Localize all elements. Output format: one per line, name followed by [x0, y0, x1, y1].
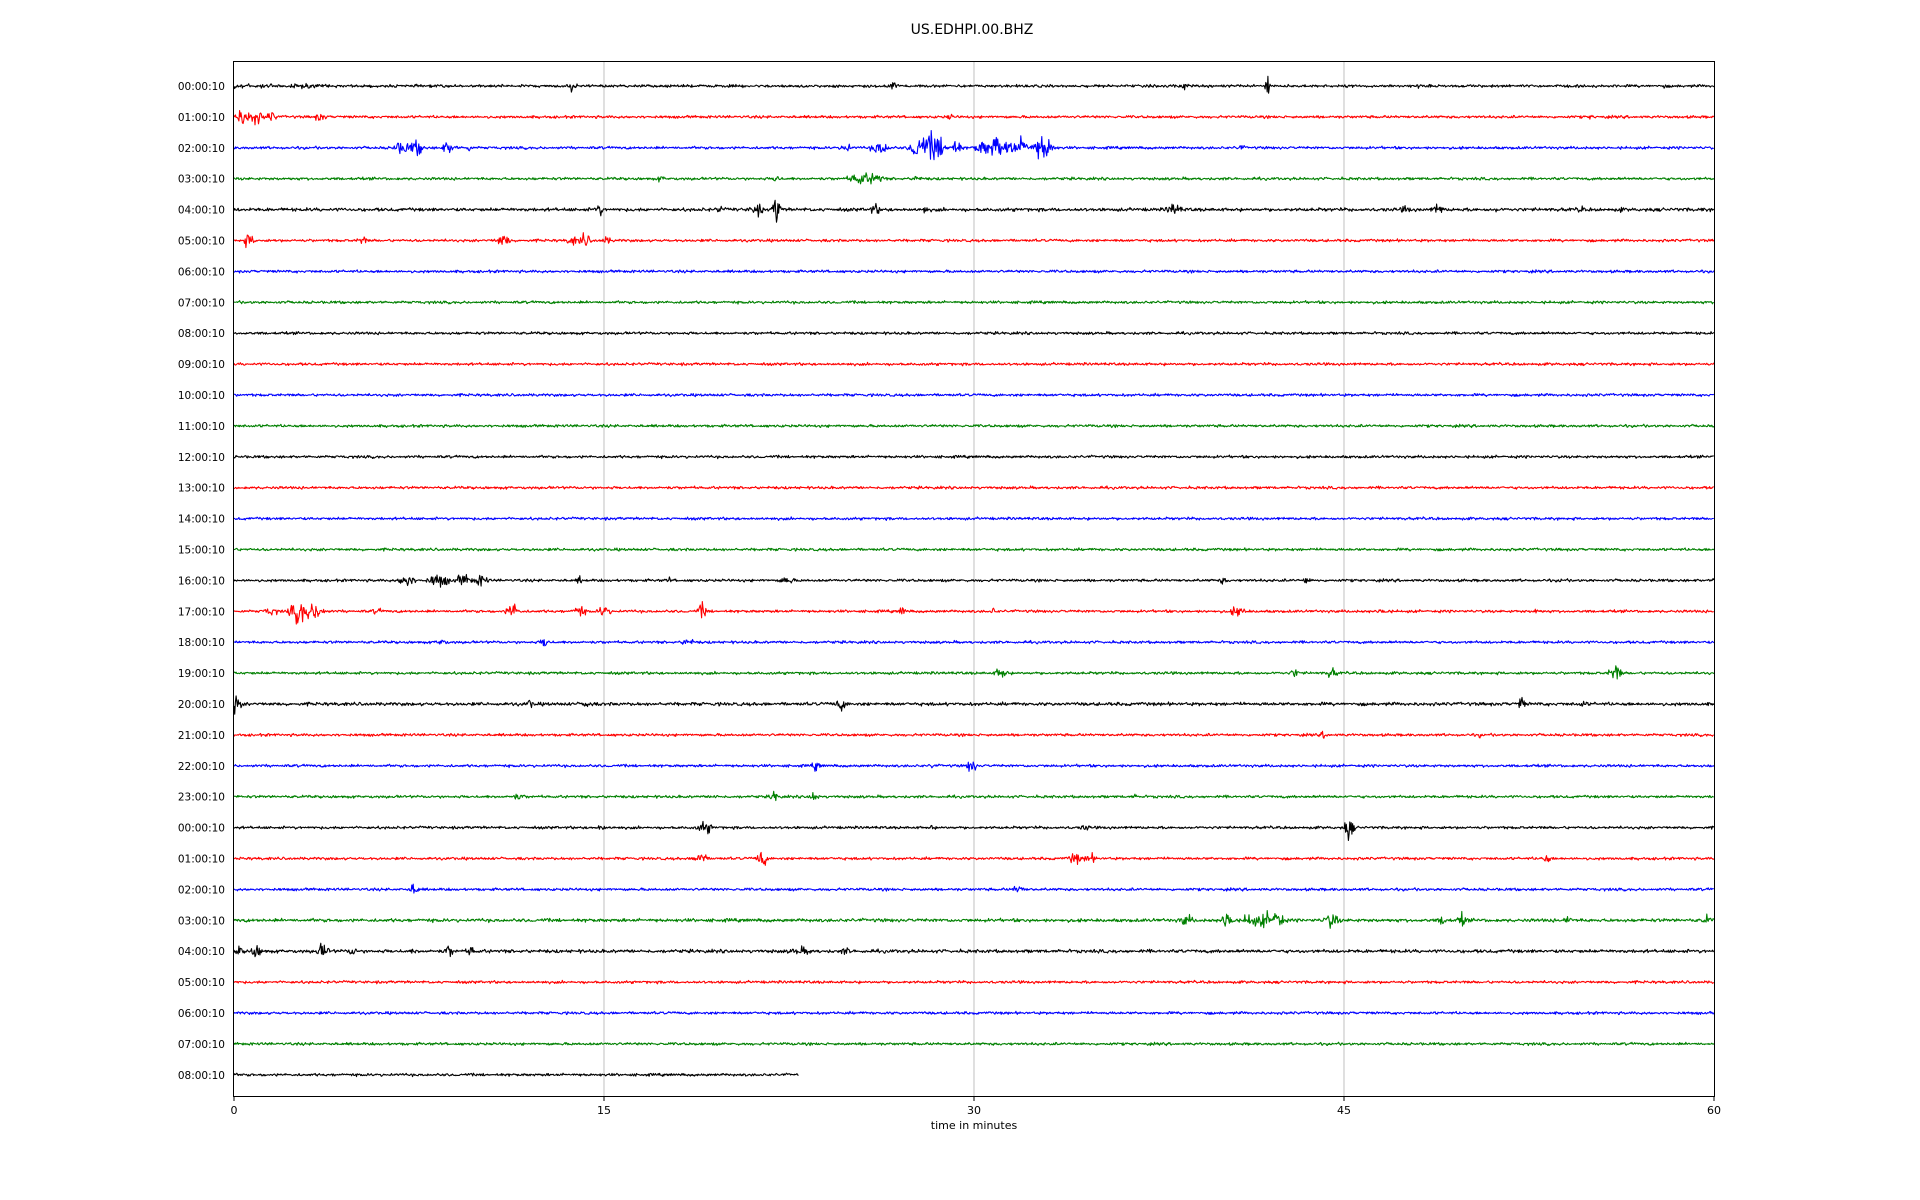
row-label-30: 06:00:10: [178, 1008, 225, 1020]
row-label-3: 03:00:10: [178, 174, 225, 186]
trace-row-7: [233, 300, 1714, 305]
row-label-9: 09:00:10: [178, 359, 225, 371]
trace-rows: [233, 75, 1715, 1078]
trace-row-30: [233, 1010, 1715, 1016]
row-label-31: 07:00:10: [178, 1039, 225, 1051]
row-label-21: 21:00:10: [178, 730, 225, 742]
trace-row-12: [233, 454, 1714, 460]
x-axis-label: time in minutes: [931, 1119, 1018, 1132]
row-label-15: 15:00:10: [178, 545, 225, 557]
row-label-16: 16:00:10: [178, 575, 225, 587]
x-tick-label-15: 15: [597, 1104, 611, 1117]
trace-row-11: [234, 423, 1715, 429]
trace-row-28: [233, 942, 1715, 958]
trace-row-17: [233, 601, 1714, 625]
row-label-26: 02:00:10: [178, 884, 225, 896]
row-label-2: 02:00:10: [178, 143, 225, 155]
row-label-7: 07:00:10: [178, 297, 225, 309]
row-label-10: 10:00:10: [178, 390, 225, 402]
row-label-25: 01:00:10: [178, 854, 225, 866]
trace-row-27: [233, 910, 1715, 929]
row-label-8: 08:00:10: [178, 328, 225, 340]
trace-row-23: [233, 790, 1714, 802]
row-label-12: 12:00:10: [178, 452, 225, 464]
vertical-gridlines: [603, 62, 1345, 1096]
trace-row-25: [233, 851, 1715, 866]
row-label-22: 22:00:10: [178, 761, 225, 773]
row-label-24: 00:00:10: [178, 823, 225, 835]
trace-row-32: [233, 1072, 799, 1078]
row-label-1: 01:00:10: [178, 112, 225, 124]
row-label-5: 05:00:10: [178, 236, 225, 248]
trace-row-26: [233, 883, 1714, 894]
row-label-0: 00:00:10: [178, 81, 225, 93]
row-label-32: 08:00:10: [178, 1070, 225, 1082]
row-label-23: 23:00:10: [178, 792, 225, 804]
row-label-4: 04:00:10: [178, 205, 225, 217]
x-tick-label-30: 30: [967, 1104, 981, 1117]
row-label-11: 11:00:10: [178, 421, 225, 433]
trace-row-29: [233, 979, 1715, 985]
row-label-14: 14:00:10: [178, 514, 225, 526]
trace-row-10: [233, 392, 1715, 398]
trace-row-20: [233, 695, 1715, 715]
row-label-17: 17:00:10: [178, 606, 225, 618]
x-axis-ticks: 0 15 30 45 60: [231, 1096, 1721, 1117]
trace-row-2: [233, 130, 1714, 161]
trace-row-3: [233, 172, 1715, 185]
row-label-28: 04:00:10: [178, 946, 225, 958]
trace-row-4: [233, 199, 1715, 223]
trace-row-14: [233, 516, 1714, 521]
row-label-19: 19:00:10: [178, 668, 225, 680]
chart-title: US.EDHPI.00.BHZ: [911, 22, 1034, 38]
row-label-27: 03:00:10: [178, 915, 225, 927]
trace-row-19: [233, 665, 1715, 680]
trace-row-18: [233, 638, 1715, 647]
trace-row-0: [233, 75, 1715, 94]
trace-row-9: [233, 361, 1715, 367]
trace-row-22: [233, 761, 1715, 772]
trace-row-24: [233, 820, 1715, 841]
trace-row-6: [233, 269, 1715, 274]
trace-row-31: [233, 1041, 1715, 1047]
trace-row-21: [233, 730, 1714, 739]
trace-row-13: [233, 485, 1714, 490]
x-tick-label-45: 45: [1337, 1104, 1351, 1117]
row-label-6: 06:00:10: [178, 266, 225, 278]
row-label-18: 18:00:10: [178, 637, 225, 649]
trace-row-1: [233, 110, 1715, 126]
row-label-13: 13:00:10: [178, 483, 225, 495]
x-tick-label-0: 0: [231, 1104, 238, 1117]
row-label-29: 05:00:10: [178, 977, 225, 989]
trace-row-5: [233, 232, 1715, 249]
x-tick-label-60: 60: [1707, 1104, 1721, 1117]
trace-row-16: [233, 573, 1715, 588]
trace-row-8: [233, 330, 1715, 336]
row-time-labels: 00:00:10 01:00:10 02:00:10 03:00:10 04:00:10…: [178, 81, 225, 1082]
row-label-20: 20:00:10: [178, 699, 225, 711]
trace-row-15: [233, 547, 1715, 552]
